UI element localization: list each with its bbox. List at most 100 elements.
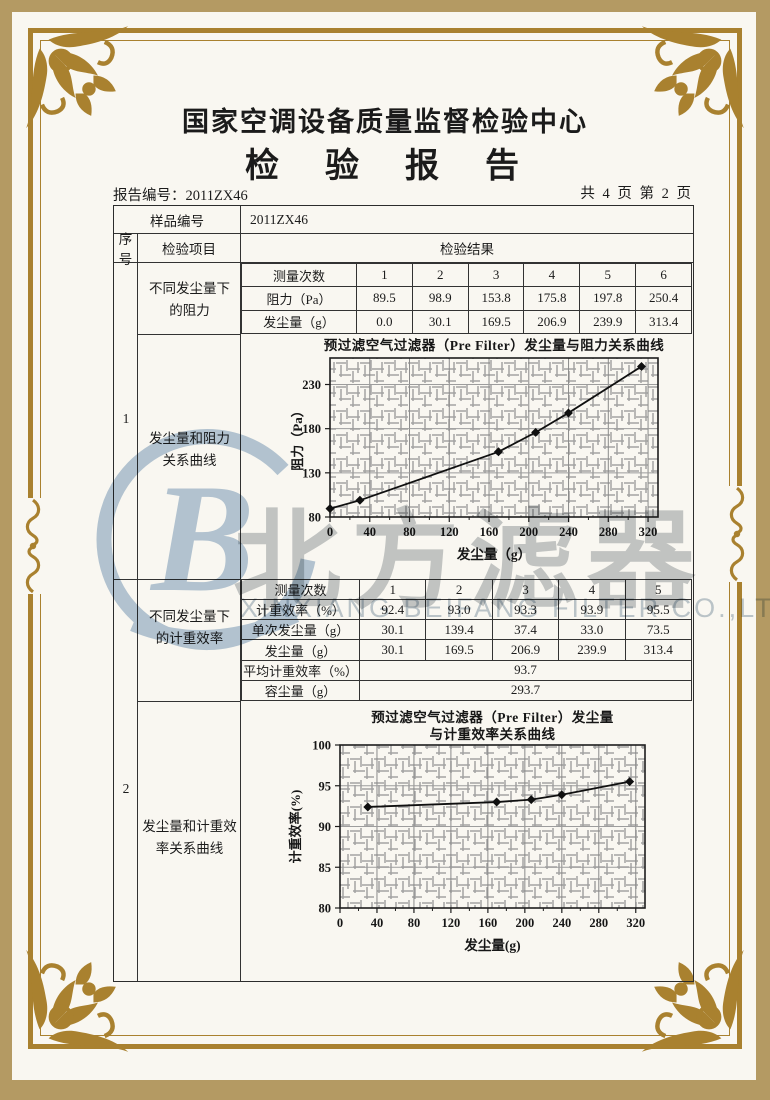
center-name: 国家空调设备质量监督检验中心 <box>182 107 588 137</box>
table-cell: 169.5 <box>468 310 525 334</box>
table-cell: 1 <box>357 264 413 288</box>
svg-text:0: 0 <box>327 525 333 539</box>
table-cell: 313.4 <box>636 310 692 334</box>
svg-text:130: 130 <box>302 466 321 480</box>
report-number: 报告编号：2011ZX46 <box>113 188 248 204</box>
table-cell: 5 <box>580 264 637 288</box>
svg-text:0: 0 <box>337 916 343 930</box>
item-label-line: 的计重效率 <box>155 631 224 647</box>
table-cell-merged: 93.7 <box>360 660 692 681</box>
section-divider <box>114 579 241 580</box>
report-title: 检 验 报 告 <box>245 148 525 185</box>
item-label-line: 不同发尘量下 <box>149 281 230 296</box>
svg-text:200: 200 <box>519 525 538 539</box>
table-cell: 容尘量（g） <box>242 680 360 701</box>
svg-text:280: 280 <box>599 525 618 539</box>
sample-no-label: 样品编号 <box>114 206 241 234</box>
edge-scroll-icon <box>726 486 748 582</box>
svg-text:预过滤空气过滤器（Pre Filter）发尘量与阻力关系曲线: 预过滤空气过滤器（Pre Filter）发尘量与阻力关系曲线 <box>324 337 665 353</box>
svg-text:160: 160 <box>480 525 499 539</box>
item-label-line: 率关系曲线 <box>155 841 224 857</box>
svg-text:80: 80 <box>408 916 421 930</box>
item-label-resistance-curve: 发尘量和阻力 关系曲线 <box>138 428 241 473</box>
table-cell: 206.9 <box>492 640 560 661</box>
svg-text:发尘量（g）: 发尘量（g） <box>456 546 531 562</box>
item-label-line: 不同发尘量下 <box>149 609 230 624</box>
table-cell: 206.9 <box>524 310 581 334</box>
resistance-chart: 0 40 80 120 160 200 240 280 320 80 130 180 230 预过滤空气过… <box>290 337 665 562</box>
table-cell: 4 <box>559 580 626 601</box>
svg-text:180: 180 <box>302 422 321 436</box>
table-cell: 1 <box>360 580 427 601</box>
table-cell: 153.8 <box>468 287 525 311</box>
svg-text:240: 240 <box>552 916 571 930</box>
table-cell: 239.9 <box>559 640 626 661</box>
table-cell: 139.4 <box>426 620 493 641</box>
svg-text:90: 90 <box>319 820 332 834</box>
table-cell: 发尘量（g） <box>242 640 360 661</box>
table-cell: 37.4 <box>492 620 560 641</box>
svg-text:发尘量(g): 发尘量(g) <box>463 937 520 953</box>
table-cell: 98.9 <box>412 287 469 311</box>
efficiency-table: 测量次数 1 2 3 4 5 计重效率（%） 92.4 93.0 93.3 93… <box>241 579 692 701</box>
svg-text:320: 320 <box>639 525 658 539</box>
svg-text:280: 280 <box>589 916 608 930</box>
table-cell: 89.5 <box>357 287 413 311</box>
table-cell: 2 <box>412 264 469 288</box>
svg-text:80: 80 <box>319 902 332 916</box>
page-indicator: 共 4 页 第 2 页 <box>580 186 693 202</box>
table-cell: 169.5 <box>426 640 493 661</box>
svg-text:95: 95 <box>319 779 332 793</box>
svg-text:160: 160 <box>479 916 498 930</box>
svg-text:120: 120 <box>440 525 459 539</box>
svg-text:240: 240 <box>559 525 578 539</box>
table-cell: 0.0 <box>357 310 413 334</box>
svg-text:85: 85 <box>319 861 332 875</box>
svg-text:80: 80 <box>403 525 416 539</box>
table-cell: 2 <box>426 580 493 601</box>
col-header-result: 检验结果 <box>241 234 693 263</box>
table-cell: 175.8 <box>524 287 581 311</box>
efficiency-chart: 0 40 80 120 160 200 240 280 320 80 85 90 95 100 预过滤空气过… <box>288 709 646 953</box>
table-cell: 3 <box>468 264 525 288</box>
table-cell: 计重效率（%） <box>242 600 360 621</box>
svg-text:120: 120 <box>442 916 461 930</box>
item-label-line: 发尘量和阻力 <box>149 431 230 446</box>
table-cell: 平均计重效率（%） <box>242 660 360 681</box>
seq-number-2: 2 <box>122 781 130 796</box>
svg-text:80: 80 <box>309 511 322 525</box>
item-label-efficiency: 不同发尘量下 的计重效率 <box>138 606 241 651</box>
svg-text:100: 100 <box>312 739 331 753</box>
edge-scroll-icon <box>22 498 44 594</box>
svg-text:200: 200 <box>515 916 534 930</box>
item-divider <box>138 701 241 702</box>
table-cell: 73.5 <box>625 620 692 641</box>
results-table: 样品编号 2011ZX46 序号 检验项目 检验结果 1 2 不同发尘量下 的阻… <box>113 205 694 982</box>
table-cell: 197.8 <box>580 287 637 311</box>
svg-text:预过滤空气过滤器（Pre Filter）发尘量: 预过滤空气过滤器（Pre Filter）发尘量 <box>371 709 614 725</box>
table-cell: 93.3 <box>492 600 560 621</box>
item-label-efficiency-curve: 发尘量和计重效 率关系曲线 <box>138 816 241 861</box>
table-cell: 93.9 <box>559 600 626 621</box>
table-cell-merged: 293.7 <box>360 680 692 701</box>
table-cell: 313.4 <box>625 640 692 661</box>
table-cell: 250.4 <box>636 287 692 311</box>
table-cell: 测量次数 <box>242 264 357 288</box>
table-cell: 92.4 <box>360 600 427 621</box>
table-cell: 4 <box>524 264 581 288</box>
table-cell: 30.1 <box>360 620 427 641</box>
table-cell: 95.5 <box>625 600 692 621</box>
table-cell: 6 <box>636 264 692 288</box>
svg-text:40: 40 <box>371 916 384 930</box>
table-cell: 239.9 <box>580 310 637 334</box>
svg-text:40: 40 <box>364 525 377 539</box>
svg-text:与计重效率关系曲线: 与计重效率关系曲线 <box>430 726 556 742</box>
table-cell: 阻力（Pa） <box>242 287 357 311</box>
table-cell: 93.0 <box>426 600 493 621</box>
svg-text:阻力（Pa）: 阻力（Pa） <box>290 404 305 470</box>
col-header-seq: 序号 <box>114 232 138 267</box>
resistance-table: 测量次数 1 2 3 4 5 6 阻力（Pa） 89.5 98.9 153.8 … <box>241 263 692 334</box>
table-cell: 单次发尘量（g） <box>242 620 360 641</box>
svg-text:230: 230 <box>302 378 321 392</box>
